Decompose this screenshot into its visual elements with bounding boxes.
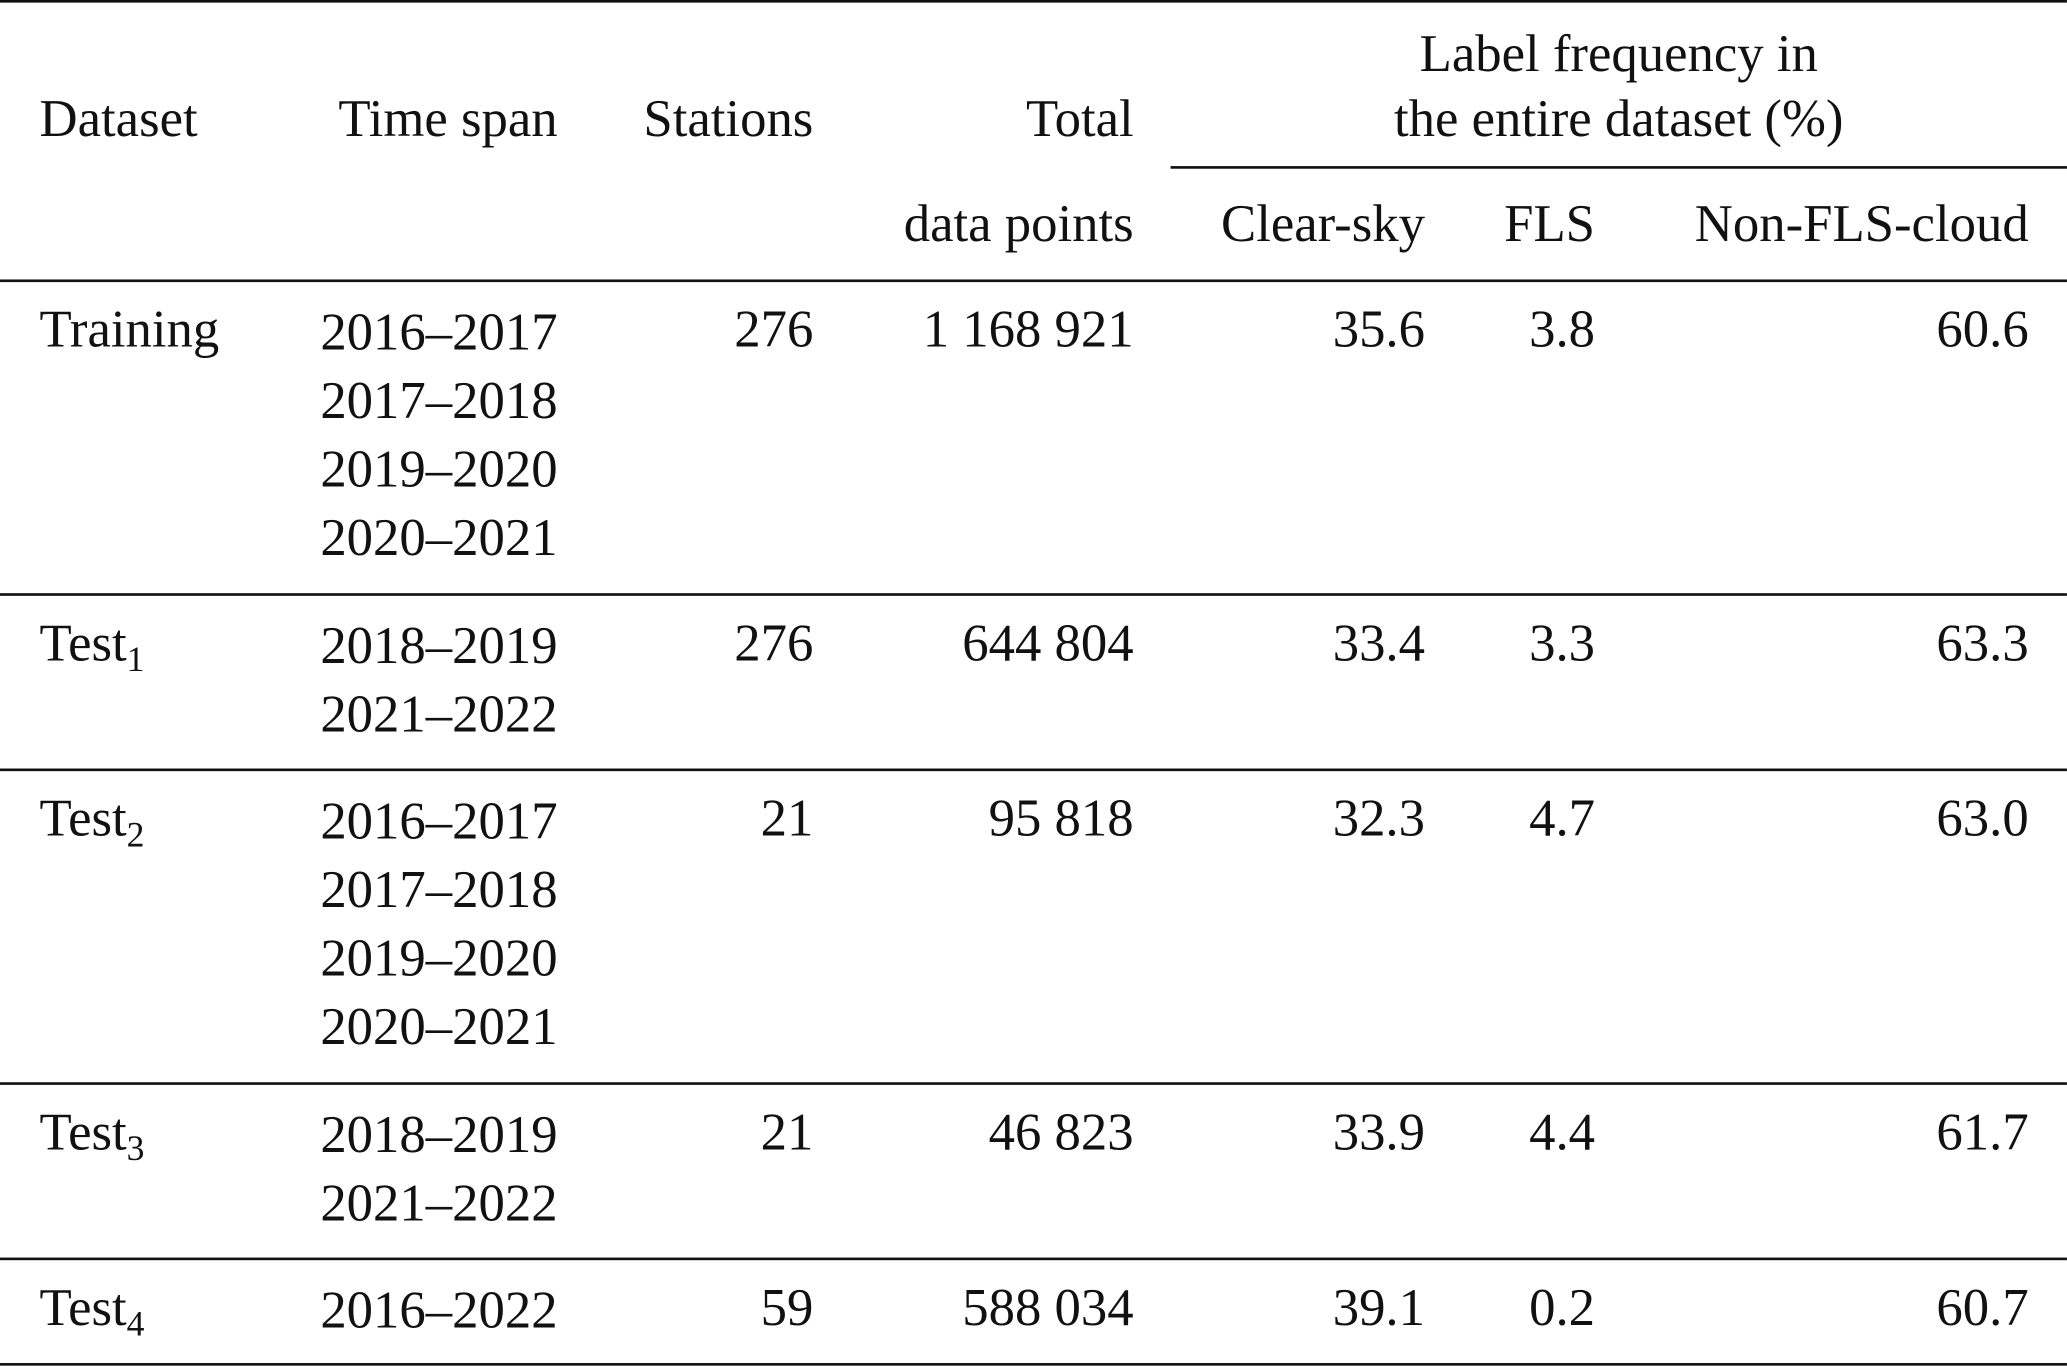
time-span-cell: 2016–2017 2017–2018 2019–2020 2020–2021	[320, 790, 558, 1056]
total-data-points-cell: 588 034	[962, 1277, 1134, 1337]
group-header-rule	[1170, 166, 2067, 169]
clear-sky-cell: 39.1	[1332, 1277, 1425, 1337]
header-time-span: Time span	[338, 88, 558, 148]
row-separator-test1	[0, 768, 2067, 772]
row-separator-test3	[0, 1257, 2067, 1261]
top-rule	[0, 0, 2067, 3]
time-span-cell: 2016–2022	[320, 1279, 558, 1340]
total-data-points-cell: 1 168 921	[922, 299, 1134, 359]
fls-cell: 0.2	[1529, 1277, 1596, 1337]
clear-sky-cell: 33.9	[1332, 1102, 1425, 1162]
header-stations: Stations	[643, 88, 814, 148]
fls-cell: 3.3	[1529, 612, 1596, 673]
stations-cell: 59	[760, 1277, 814, 1337]
row-separator-test2	[0, 1082, 2067, 1085]
clear-sky-cell: 33.4	[1332, 612, 1425, 673]
time-span-cell: 2018–2019 2021–2022	[320, 615, 558, 744]
time-span-cell: 2018–2019 2021–2022	[320, 1104, 558, 1233]
non-fls-cloud-cell: 61.7	[1936, 1102, 2029, 1162]
header-label-frequency-line1: Label frequency in	[1419, 23, 1818, 84]
header-non-fls-cloud: Non-FLS-cloud	[1694, 193, 2029, 254]
non-fls-cloud-cell: 63.3	[1936, 612, 2029, 673]
non-fls-cloud-cell: 60.7	[1936, 1277, 2029, 1337]
header-fls: FLS	[1504, 193, 1596, 254]
header-total-line2: data points	[903, 193, 1134, 254]
dataset-cell: Training	[39, 299, 220, 359]
row-separator-training	[0, 593, 2067, 596]
stations-cell: 21	[760, 788, 814, 848]
fls-cell: 4.7	[1529, 788, 1596, 848]
total-data-points-cell: 644 804	[962, 612, 1134, 673]
total-data-points-cell: 95 818	[988, 788, 1134, 848]
non-fls-cloud-cell: 60.6	[1936, 299, 2029, 359]
clear-sky-cell: 32.3	[1332, 788, 1425, 848]
time-span-cell: 2016–2017 2017–2018 2019–2020 2020–2021	[320, 301, 558, 567]
header-bottom-rule	[0, 279, 2067, 283]
header-clear-sky: Clear-sky	[1221, 193, 1425, 254]
stations-cell: 276	[734, 299, 814, 359]
header-label-frequency-line2: the entire dataset (%)	[1394, 88, 1844, 148]
stations-cell: 276	[734, 612, 814, 673]
dataset-cell: Test3	[39, 1102, 145, 1168]
bottom-rule	[0, 1363, 2067, 1366]
header-dataset: Dataset	[39, 88, 198, 148]
dataset-cell: Test2	[39, 788, 145, 855]
fls-cell: 4.4	[1529, 1102, 1596, 1162]
clear-sky-cell: 35.6	[1332, 299, 1425, 359]
dataset-cell: Test1	[39, 612, 145, 679]
header-total-line1: Total	[1026, 88, 1134, 148]
stations-cell: 21	[760, 1102, 814, 1162]
dataset-cell: Test4	[39, 1277, 145, 1344]
non-fls-cloud-cell: 63.0	[1936, 788, 2029, 848]
total-data-points-cell: 46 823	[988, 1102, 1134, 1162]
fls-cell: 3.8	[1529, 299, 1596, 359]
